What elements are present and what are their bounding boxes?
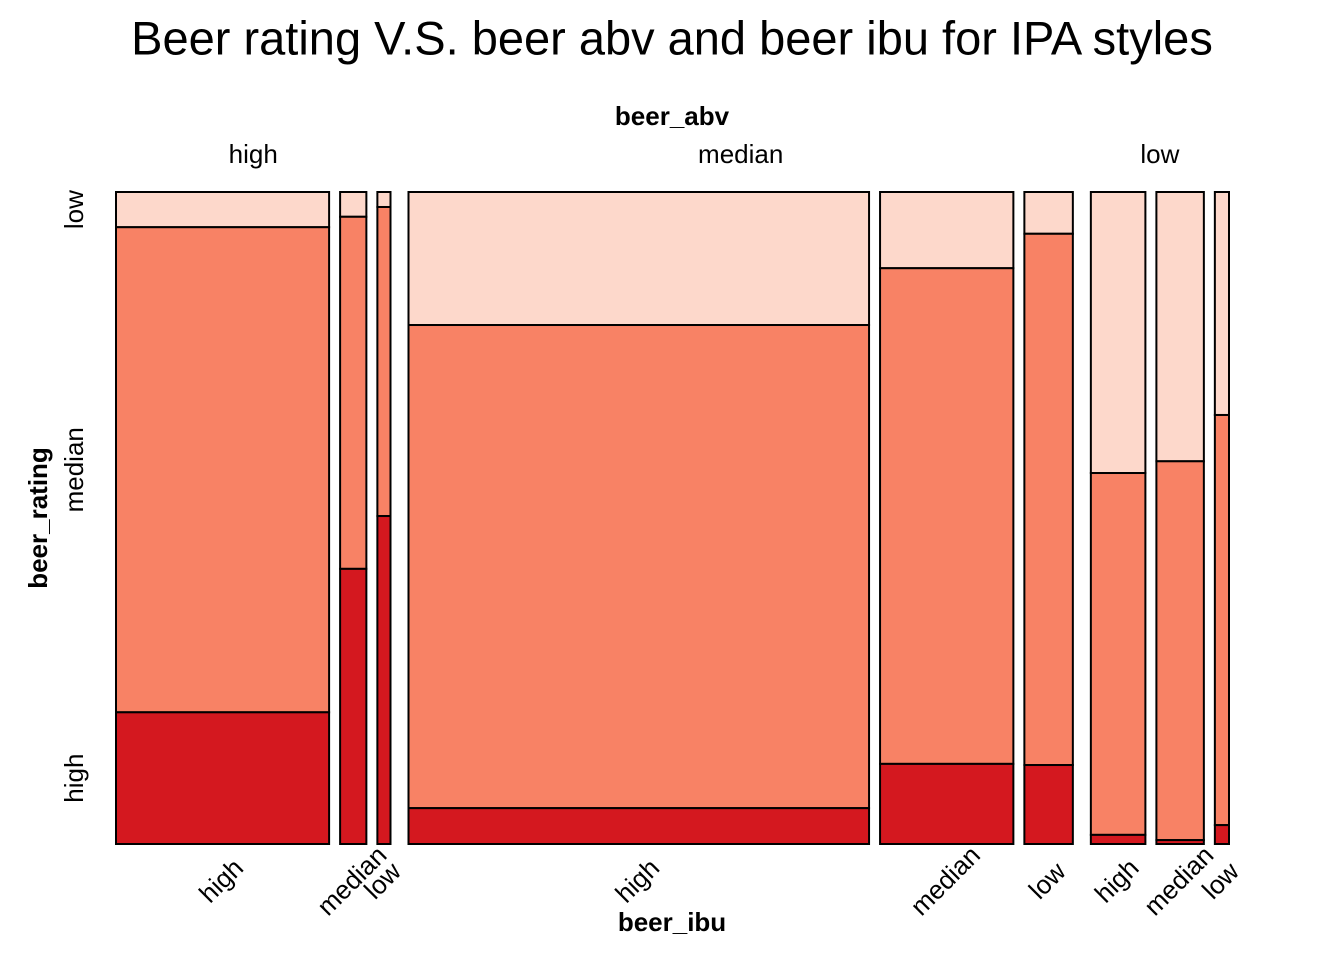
y-tick-label: high [59,754,89,803]
mosaic-tile [115,191,331,229]
x-tick-label: median [698,139,783,169]
mosaic-tile [1213,413,1230,827]
mosaic-tile [407,324,871,810]
mosaic-tile [1155,191,1205,463]
x2-tick-label: high [1089,853,1145,909]
y-axis-title: beer_rating [23,447,53,589]
x-axis-title: beer_abv [615,101,730,131]
x2-tick-label: high [609,853,665,909]
mosaic-tile [1089,833,1147,846]
x2-tick-label: high [193,853,249,909]
mosaic-tile [339,215,368,570]
mosaic-tile [407,191,871,327]
mosaic-tile [376,515,392,845]
mosaic-tile [1089,191,1147,475]
mosaic-tile [879,762,1015,845]
mosaic-tile [339,191,368,218]
mosaic-tile [879,267,1015,765]
mosaic-tile [1155,839,1205,846]
mosaic-tile [376,191,392,208]
x2-tick-label: median [904,840,986,922]
mosaic-tile [1023,764,1074,846]
mosaic-tile [1213,824,1230,845]
chart-title: Beer rating V.S. beer abv and beer ibu f… [131,11,1213,64]
x2-axis-title: beer_ibu [618,907,726,937]
mosaic-tile [376,205,392,518]
mosaic-tile [1213,191,1230,416]
x-tick-label: high [229,139,278,169]
mosaic-tile [339,567,368,846]
mosaic-tile [1023,232,1074,767]
mosaic-tile [1023,191,1074,235]
mosaic-tile [879,191,1015,270]
mosaic-tile [1089,472,1147,836]
y-tick-label: median [59,427,89,512]
mosaic-tile [115,711,331,846]
mosaic-tile [115,226,331,714]
mosaic-tile [407,807,871,846]
x-tick-label: low [1140,139,1179,169]
x2-tick-label: low [1023,856,1072,905]
mosaic-tile [1155,460,1205,842]
y-tick-label: low [59,190,89,229]
